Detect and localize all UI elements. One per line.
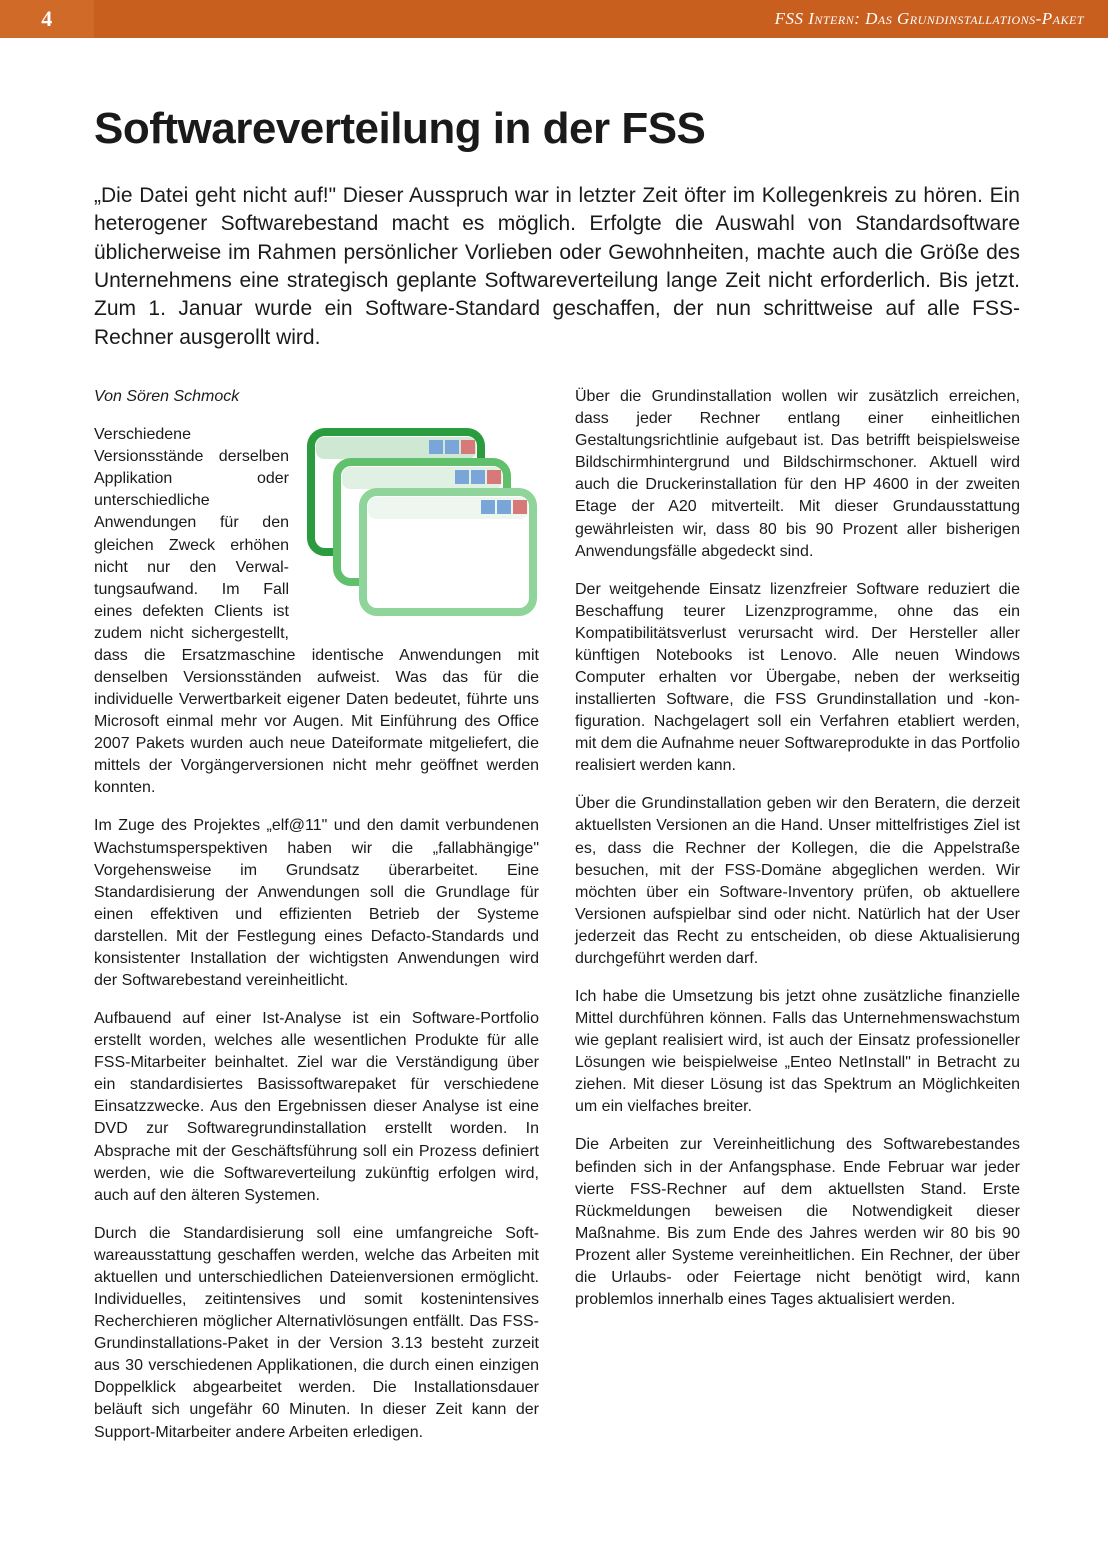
body-paragraph: Die Arbeiten zur Vereinheitlichung des S… (575, 1134, 1020, 1311)
article-title: Softwareverteilung in der FSS (94, 104, 1020, 154)
left-column: Von Sören Schmock (94, 386, 539, 1460)
body-paragraph: Aufbauend auf einer Ist-Analyse ist ein … (94, 1008, 539, 1207)
body-paragraph: Über die Grundinstallation wollen wir zu… (575, 386, 1020, 563)
article-intro: „Die Datei geht nicht auf!" Dieser Aussp… (94, 182, 1020, 352)
article-content: Softwareverteilung in der FSS „Die Datei… (0, 38, 1108, 1500)
page-number: 4 (0, 0, 94, 38)
body-columns: Von Sören Schmock (94, 386, 1020, 1460)
body-paragraph: Über die Grundinstallation geben wir den… (575, 793, 1020, 970)
body-paragraph: Durch die Standardisierung soll eine umf… (94, 1223, 539, 1444)
right-column: Über die Grundinstallation wollen wir zu… (575, 386, 1020, 1460)
body-paragraph: Im Zuge des Projektes „elf@11" und den d… (94, 815, 539, 992)
body-paragraph: Der weitgehende Einsatz lizenzfreier Sof… (575, 579, 1020, 778)
cascading-windows-icon (303, 426, 539, 626)
running-title: FSS Intern: Das Grundinstallations-Paket (94, 0, 1108, 38)
page: 4 FSS Intern: Das Grundinstallations-Pak… (0, 0, 1108, 1567)
header-bar: 4 FSS Intern: Das Grundinstallations-Pak… (0, 0, 1108, 38)
body-paragraph: Ich habe die Umsetzung bis jetzt ohne zu… (575, 986, 1020, 1118)
byline: Von Sören Schmock (94, 386, 539, 408)
